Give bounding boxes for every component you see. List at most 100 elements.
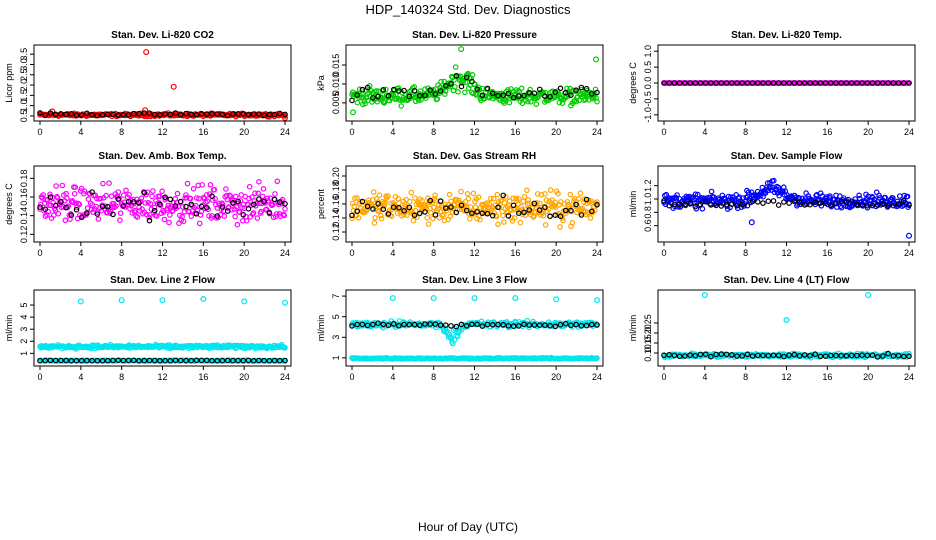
data-point (578, 212, 585, 218)
data-point (569, 220, 576, 226)
data-point (243, 217, 250, 224)
data-point (424, 214, 431, 221)
data-point (125, 357, 132, 364)
data-point (838, 352, 845, 359)
data-point (401, 321, 407, 328)
data-point (258, 208, 265, 215)
panel-title: Stan. Dev. Line 3 Flow (422, 275, 527, 286)
data-point (76, 201, 83, 208)
data-point (117, 210, 124, 217)
data-point (542, 322, 548, 329)
data-point (390, 204, 397, 211)
x-tick-label: 4 (390, 127, 395, 137)
data-point (906, 80, 912, 86)
data-point (364, 206, 371, 213)
data-point (68, 111, 75, 117)
data-point (760, 80, 766, 86)
data-point (500, 92, 507, 99)
y-tick-label: 3 (19, 327, 29, 332)
data-point (536, 86, 543, 93)
data-point (687, 80, 693, 86)
data-point (843, 80, 850, 86)
data-point (534, 200, 540, 206)
data-point (442, 322, 449, 329)
data-point (187, 195, 194, 202)
data-point (531, 200, 538, 207)
data-point (81, 190, 87, 197)
x-tick-label: 24 (904, 127, 914, 137)
data-point (37, 204, 43, 210)
data-point (97, 195, 104, 202)
data-point (364, 84, 371, 91)
data-point (167, 357, 174, 364)
data-point (770, 177, 777, 184)
data-point (591, 207, 598, 214)
data-point (276, 357, 283, 364)
y-tick-label: 0.5 (643, 61, 653, 74)
data-point (531, 90, 538, 97)
data-point (781, 199, 787, 205)
data-point (423, 206, 430, 212)
data-point (355, 215, 362, 221)
data-point (266, 357, 273, 364)
panel-5: Stan. Dev. Gas Stream RH0 4 8 12 16 20 240.120… (316, 151, 604, 258)
data-point (209, 357, 215, 364)
x-tick-label: 16 (198, 372, 208, 382)
y-tick-label: 0.16 (19, 188, 29, 206)
data-point (188, 111, 195, 118)
data-point (796, 352, 803, 359)
data-point (106, 180, 112, 187)
data-point (183, 192, 189, 198)
data-point (261, 198, 267, 205)
data-point (671, 352, 678, 359)
data-point (448, 323, 454, 329)
data-point (125, 199, 132, 205)
x-tick-label: 16 (198, 248, 208, 258)
data-point (440, 211, 447, 218)
data-point (838, 80, 845, 86)
data-point (372, 215, 378, 221)
data-point (770, 352, 777, 359)
data-point (84, 210, 90, 216)
data-point (378, 212, 384, 219)
y-tick-label: 0.15 (643, 334, 653, 352)
data-point (880, 201, 886, 208)
x-tick-label: 8 (119, 248, 124, 258)
data-point (713, 351, 719, 358)
data-point (177, 357, 184, 364)
data-point (587, 215, 594, 221)
data-point (458, 188, 464, 195)
data-point (807, 80, 813, 86)
data-point (854, 352, 860, 359)
data-point (78, 357, 85, 364)
data-point (718, 80, 725, 86)
data-point (760, 200, 766, 206)
data-point (467, 204, 474, 210)
data-point (682, 201, 688, 208)
data-point (708, 202, 714, 208)
data-point (775, 202, 782, 208)
data-point (749, 353, 756, 359)
data-point (442, 91, 448, 97)
data-point (848, 80, 855, 86)
data-point (172, 110, 179, 116)
data-point (198, 203, 205, 210)
data-point (261, 357, 267, 364)
data-point (676, 80, 683, 86)
data-point (506, 99, 513, 106)
data-point (63, 204, 69, 211)
data-point (354, 92, 361, 98)
data-point (55, 210, 62, 217)
y-tick-label: 0.005 (331, 92, 341, 115)
data-point (220, 201, 226, 208)
data-point (245, 357, 252, 364)
data-point (864, 203, 871, 209)
data-point (58, 357, 64, 364)
data-point (542, 191, 548, 197)
data-point (869, 352, 876, 359)
y-axis-label: degrees C (628, 62, 638, 104)
y-tick-label: 0.8 (643, 206, 653, 219)
data-point (702, 198, 709, 205)
data-point (188, 357, 195, 364)
